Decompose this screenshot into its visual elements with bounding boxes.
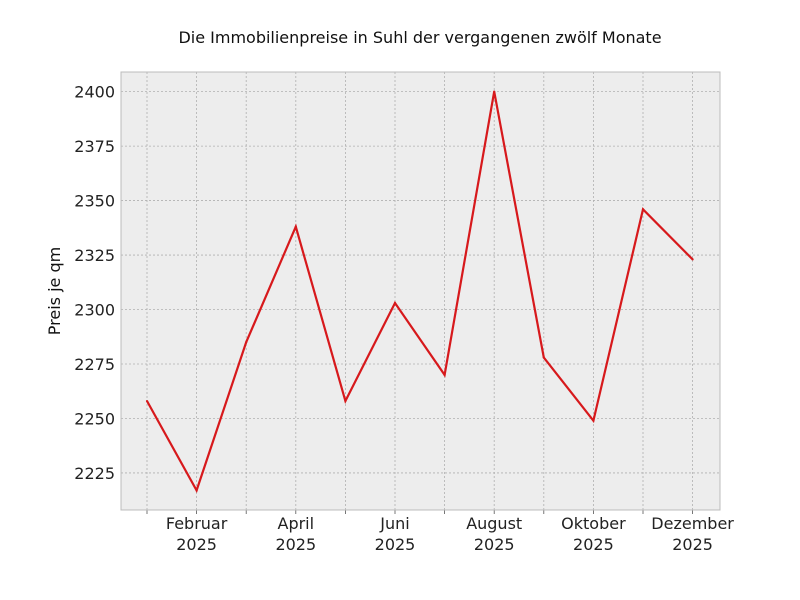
data-point xyxy=(245,341,248,344)
x-tick-label-month: August xyxy=(466,514,522,533)
data-point xyxy=(195,489,198,492)
x-tick-label-month: April xyxy=(278,514,315,533)
x-tick-label-month: Oktober xyxy=(561,514,626,533)
x-tick-label-month: Februar xyxy=(166,514,228,533)
plot-area xyxy=(121,72,720,510)
y-tick-label: 2375 xyxy=(74,137,115,156)
data-point xyxy=(344,399,347,403)
y-tick-label: 2300 xyxy=(74,301,115,320)
data-point xyxy=(145,399,149,403)
data-point xyxy=(493,90,496,93)
data-point xyxy=(443,373,446,376)
x-tick-label-year: 2025 xyxy=(672,535,713,554)
data-point xyxy=(641,208,645,211)
series-line xyxy=(146,91,694,494)
x-tick-label-month: Dezember xyxy=(651,514,734,533)
x-tick-label-year: 2025 xyxy=(573,535,614,554)
y-tick-label: 2350 xyxy=(74,192,115,211)
y-tick-label: 2325 xyxy=(74,246,115,265)
data-point xyxy=(393,301,397,305)
y-tick-labels: 2225 2250 2275 2300 2325 2350 2375 2400 xyxy=(74,83,115,483)
y-tick-label: 2275 xyxy=(74,355,115,374)
x-tick-label-year: 2025 xyxy=(176,535,217,554)
chart-title: Die Immobilienpreise in Suhl der vergang… xyxy=(178,28,661,47)
x-tick-label-year: 2025 xyxy=(275,535,316,554)
x-tick-label-year: 2025 xyxy=(474,535,515,554)
minor-ticks xyxy=(146,510,693,514)
x-tick-label-year: 2025 xyxy=(375,535,416,554)
data-point xyxy=(691,258,694,261)
y-tick-label: 2400 xyxy=(74,83,115,102)
gridlines xyxy=(121,72,720,510)
data-point xyxy=(542,356,545,359)
x-tick-label-month: Juni xyxy=(379,514,409,533)
y-tick-label: 2225 xyxy=(74,464,115,483)
y-axis-label: Preis je qm xyxy=(45,247,64,335)
plot-frame xyxy=(120,71,721,511)
y-tick-label: 2250 xyxy=(74,409,115,428)
series-layer xyxy=(145,90,694,494)
data-point xyxy=(294,225,297,228)
data-point xyxy=(592,419,595,422)
x-tick-labels: Februar 2025 April 2025 Juni 2025 August 2025 Ok… xyxy=(166,514,734,554)
